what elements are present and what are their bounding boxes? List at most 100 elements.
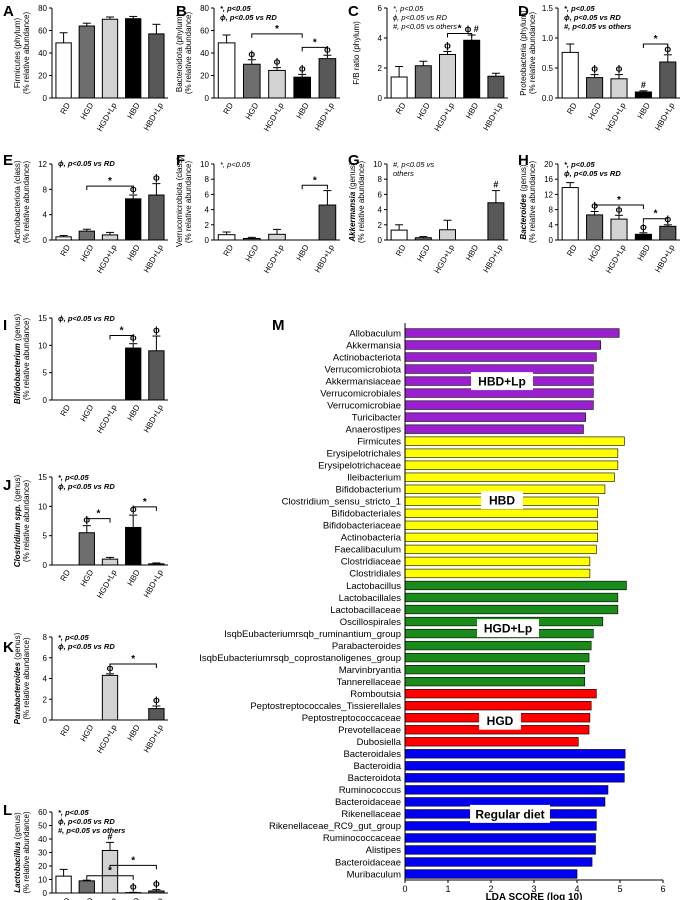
lda-bar xyxy=(404,436,625,446)
y-axis-label: Proteobacteria (phylum) xyxy=(519,10,528,96)
x-tick-label: HBD+Lp xyxy=(142,568,165,599)
lda-taxon-label: Erysipelotrichales xyxy=(327,449,402,460)
y-axis-label: Clostridium spp. (genus) xyxy=(13,474,22,567)
y-tick-label: 80 xyxy=(38,4,47,13)
significance-mark: ϕ xyxy=(274,57,281,67)
panel-letter: M xyxy=(272,317,285,334)
lda-bar xyxy=(404,328,620,338)
bar-HBD+Lp xyxy=(487,75,505,99)
legend-line: ϕ, p<0.05 vs RD xyxy=(58,314,115,323)
bar-HGD xyxy=(78,880,95,894)
y-tick-label: 8 xyxy=(549,206,554,215)
x-tick-label: HBD xyxy=(126,243,142,262)
legend-line: *, p<0.05 xyxy=(58,808,89,817)
lda-bar xyxy=(404,689,597,699)
bar-HGD xyxy=(414,237,432,241)
lda-taxon-label: Akkermansia xyxy=(346,340,402,351)
panel-I: I 0 5 10 15 Bifidobacterium (genus) (% relativ… xyxy=(3,314,168,435)
y-axis-label: Bifidobacterium (genus) xyxy=(13,314,22,405)
x-axis-label: LDA SCORE (log 10) xyxy=(486,892,583,900)
bar-HGD+Lp xyxy=(268,233,286,241)
y-tick-label: 20 xyxy=(200,72,209,81)
panel-G: G 0 2 4 6 8 10 Akkermansia (genus) (% relative a… xyxy=(348,152,508,275)
legend-line: *, p<0.05 xyxy=(564,4,595,13)
lda-bar xyxy=(404,845,596,855)
legend-line: ϕ, p<0.05 vs RD xyxy=(58,482,115,491)
lda-taxon-label: Verrucomicrobiota xyxy=(324,364,401,375)
x-tick-label: RD xyxy=(222,101,236,116)
lda-taxon-label: Faecalibaculum xyxy=(334,545,401,556)
panel-A: A 0 20 40 60 80 Firmicutes (phylum) (% relative… xyxy=(3,3,168,133)
lda-taxon-label: IsqbEubacteriumrsqb_coprostanoligenes_gr… xyxy=(199,653,401,664)
significance-bracket xyxy=(301,46,328,52)
bar-RD xyxy=(217,234,236,241)
panel-B: B 0 20 40 60 80 Bacteroidota (phylum) (% relati… xyxy=(175,3,340,133)
lda-bar xyxy=(404,460,619,470)
y-tick-label: 6 xyxy=(378,190,383,199)
bracket-label: * xyxy=(108,176,112,187)
panel-M: M AllobaculumAkkermansiaActinobacteriotaV… xyxy=(199,317,665,900)
x-tick-label: 5 xyxy=(617,884,622,894)
y-tick-label: 10 xyxy=(373,160,382,169)
bar-HGD+Lp xyxy=(439,54,456,99)
y-tick-label: 0 xyxy=(378,236,383,245)
y-axis-label: (% relative abundance) xyxy=(22,12,31,95)
bar-HGD xyxy=(414,65,432,99)
lda-taxon-label: Peptostreptococcales_Tissierellales xyxy=(250,701,401,712)
bracket-label: * xyxy=(131,654,135,665)
y-tick-label: 0 xyxy=(43,716,48,725)
lda-bar xyxy=(404,761,625,771)
y-tick-label: 20 xyxy=(38,72,47,81)
y-tick-label: 0 xyxy=(378,94,383,103)
y-tick-label: 0 xyxy=(43,94,48,103)
y-tick-label: 0 xyxy=(549,236,554,245)
x-tick-label: HBD+Lp xyxy=(142,896,165,900)
y-tick-label: 1.5 xyxy=(542,4,554,13)
x-tick-label: RD xyxy=(565,101,579,116)
panel-D: D 0.0 0.5 1.0 1.5 Proteobacteria (phylum) (% r… xyxy=(518,3,680,133)
x-tick-label: HGD xyxy=(586,243,603,263)
y-tick-label: 2 xyxy=(205,221,210,230)
y-tick-label: 10 xyxy=(38,502,47,511)
x-tick-label: RD xyxy=(59,568,73,583)
lda-bar xyxy=(404,568,591,579)
significance-mark: ϕ xyxy=(299,63,306,73)
significance-mark: ϕ xyxy=(616,64,623,74)
lda-taxon-label: Clostridiales xyxy=(349,569,401,580)
lda-bar xyxy=(404,412,586,422)
y-axis-label: Parabacteroides (genus) xyxy=(13,632,22,724)
bracket-label: * xyxy=(143,497,147,508)
panel-letter: G xyxy=(348,152,360,169)
lda-taxon-label: Muribaculum xyxy=(347,869,401,880)
lda-taxon-label: Oscillospirales xyxy=(340,617,401,628)
legend-line: #, p<0.05 vs others xyxy=(393,22,457,31)
x-tick-label: HGD xyxy=(79,101,96,121)
lda-taxon-label: Lactobacillus xyxy=(346,581,401,592)
lda-bar xyxy=(404,785,609,795)
lda-taxon-label: Anaerostipes xyxy=(346,424,402,435)
lda-bar xyxy=(404,520,598,530)
group-label-box xyxy=(471,372,533,391)
bar-HGD xyxy=(586,77,604,99)
y-axis-label: (% relative abundance) xyxy=(184,12,193,95)
x-tick-label: HBD+Lp xyxy=(313,101,336,132)
lda-bar xyxy=(404,592,619,603)
y-axis-label: Lactobacillus (genus) xyxy=(13,812,22,893)
bracket-label: * xyxy=(313,37,317,48)
bracket-label: * xyxy=(654,34,658,45)
y-tick-label: 8 xyxy=(205,175,210,184)
legend-line: *, p<0.05 xyxy=(58,473,89,482)
bar-HGD xyxy=(78,532,95,566)
y-axis-label: Firmicutes (phylum) xyxy=(13,18,22,89)
lda-bar xyxy=(404,508,598,518)
legend-line: *, p<0.05 xyxy=(58,633,89,642)
x-tick-label: RD xyxy=(565,243,579,258)
y-tick-label: 0 xyxy=(43,889,48,898)
bar-RD xyxy=(217,42,236,99)
lda-bar xyxy=(404,640,592,651)
x-tick-label: HBD+Lp xyxy=(142,243,165,274)
legend-line: ϕ, p<0.05 vs RD xyxy=(393,13,448,22)
significance-mark: ϕ # xyxy=(465,24,479,34)
x-tick-label: RD xyxy=(394,101,408,116)
y-axis-label: (% relative abundance) xyxy=(357,161,366,244)
